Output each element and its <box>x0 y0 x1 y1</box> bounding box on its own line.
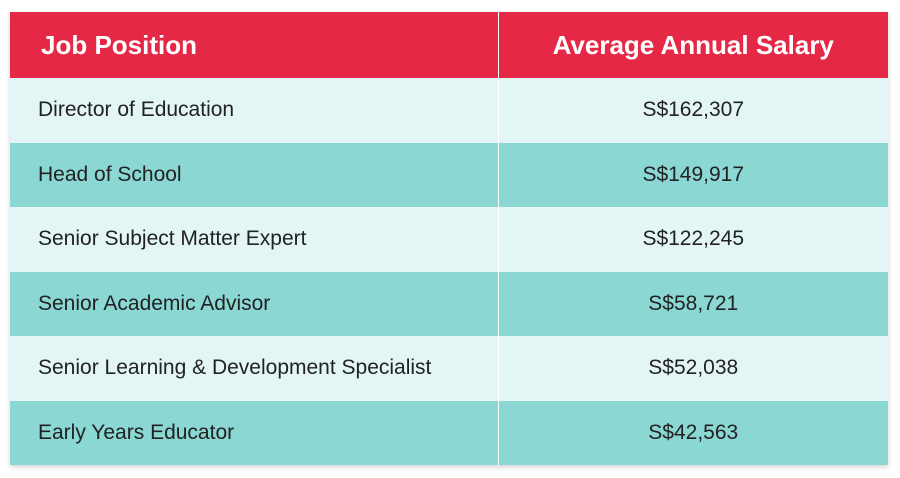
table-header: Job Position Average Annual Salary <box>10 12 888 78</box>
salary-cell: S$162,307 <box>497 78 888 143</box>
salary-cell: S$42,563 <box>497 400 888 465</box>
job-position-cell: Senior Learning & Development Specialist <box>10 336 498 401</box>
table-row: Senior Subject Matter Expert S$122,245 <box>10 207 888 272</box>
salary-cell: S$149,917 <box>497 142 888 207</box>
table-row: Senior Academic Advisor S$58,721 <box>10 271 888 336</box>
salary-cell: S$52,038 <box>497 336 888 401</box>
salary-table-container: Job Position Average Annual Salary Direc… <box>10 12 888 465</box>
header-row: Job Position Average Annual Salary <box>10 12 888 78</box>
job-position-cell: Early Years Educator <box>10 400 498 465</box>
job-position-cell: Director of Education <box>10 78 498 143</box>
table-row: Head of School S$149,917 <box>10 142 888 207</box>
salary-table: Job Position Average Annual Salary Direc… <box>10 12 888 465</box>
column-header-job-position: Job Position <box>10 12 498 78</box>
job-position-cell: Head of School <box>10 142 498 207</box>
job-position-cell: Senior Academic Advisor <box>10 271 498 336</box>
table-body: Director of Education S$162,307 Head of … <box>10 78 888 465</box>
table-row: Early Years Educator S$42,563 <box>10 400 888 465</box>
table-row: Director of Education S$162,307 <box>10 78 888 143</box>
salary-cell: S$58,721 <box>497 271 888 336</box>
job-position-cell: Senior Subject Matter Expert <box>10 207 498 272</box>
salary-cell: S$122,245 <box>497 207 888 272</box>
column-header-average-annual-salary: Average Annual Salary <box>497 12 888 78</box>
table-row: Senior Learning & Development Specialist… <box>10 336 888 401</box>
